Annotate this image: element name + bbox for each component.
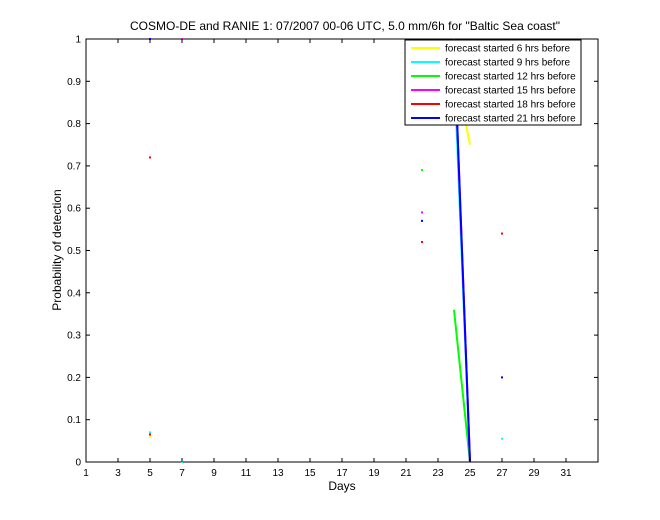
x-tick-label: 23 <box>432 468 444 479</box>
data-point <box>501 232 503 235</box>
x-tick-label: 25 <box>464 468 476 479</box>
legend-entry: forecast started 6 hrs before <box>445 44 571 55</box>
legend-entry: forecast started 15 hrs before <box>445 86 576 97</box>
y-tick-label: 0.6 <box>67 204 81 215</box>
y-tick-label: 0.5 <box>67 246 81 257</box>
y-tick-label: 0.1 <box>67 415 81 426</box>
x-tick-label: 27 <box>496 468 508 479</box>
y-tick-label: 0.8 <box>67 119 81 130</box>
x-tick-label: 15 <box>304 468 316 479</box>
y-tick-label: 0.7 <box>67 161 81 172</box>
x-tick-label: 31 <box>560 468 572 479</box>
chart-title: COSMO-DE and RANIE 1: 07/2007 00-06 UTC,… <box>130 19 560 33</box>
legend-entry: forecast started 21 hrs before <box>445 114 576 125</box>
series-4 <box>149 156 503 436</box>
x-tick-label: 3 <box>115 468 121 479</box>
data-point <box>421 219 423 222</box>
x-tick-label: 7 <box>179 468 185 479</box>
x-tick-label: 13 <box>272 468 284 479</box>
y-tick-label: 0.3 <box>67 331 81 342</box>
x-tick-label: 11 <box>241 468 252 479</box>
y-tick-label: 0.9 <box>67 77 81 88</box>
legend-entry: forecast started 9 hrs before <box>445 58 571 69</box>
y-tick-label: 1 <box>75 35 81 46</box>
x-tick-label: 29 <box>528 468 540 479</box>
legend-box <box>404 39 582 126</box>
legend-entry: forecast started 18 hrs before <box>445 100 576 111</box>
x-tick-label: 9 <box>211 468 217 479</box>
data-point <box>149 433 151 436</box>
x-tick-label: 17 <box>336 468 348 479</box>
y-axis: 0 0.1 0.2 0.3 0.4 0.5 0.6 0.7 0.8 0.9 1 <box>67 35 598 469</box>
x-tick-label: 19 <box>368 468 380 479</box>
data-point <box>421 169 423 172</box>
y-tick-label: 0 <box>75 458 81 469</box>
series-2 <box>421 169 471 463</box>
x-axis-label: Days <box>328 479 355 493</box>
data-point <box>421 241 423 244</box>
data-point <box>149 431 151 434</box>
data-point <box>149 435 151 438</box>
x-axis: 1 3 5 7 9 11 13 15 17 19 21 23 25 27 29 31 <box>83 39 572 479</box>
x-tick-label: 1 <box>83 468 89 479</box>
data-point <box>501 437 503 440</box>
data-point <box>501 376 503 379</box>
legend: forecast started 6 hrs before forecast st… <box>404 39 582 126</box>
x-tick-label: 21 <box>400 468 412 479</box>
legend-entry: forecast started 12 hrs before <box>445 72 576 83</box>
y-tick-label: 0.4 <box>67 288 81 299</box>
data-point <box>149 156 151 159</box>
series-line-segment <box>453 309 471 463</box>
y-tick-label: 0.2 <box>67 373 81 384</box>
y-axis-label: Probability of detection <box>50 189 64 310</box>
x-tick-label: 5 <box>147 468 153 479</box>
data-point <box>421 211 423 214</box>
